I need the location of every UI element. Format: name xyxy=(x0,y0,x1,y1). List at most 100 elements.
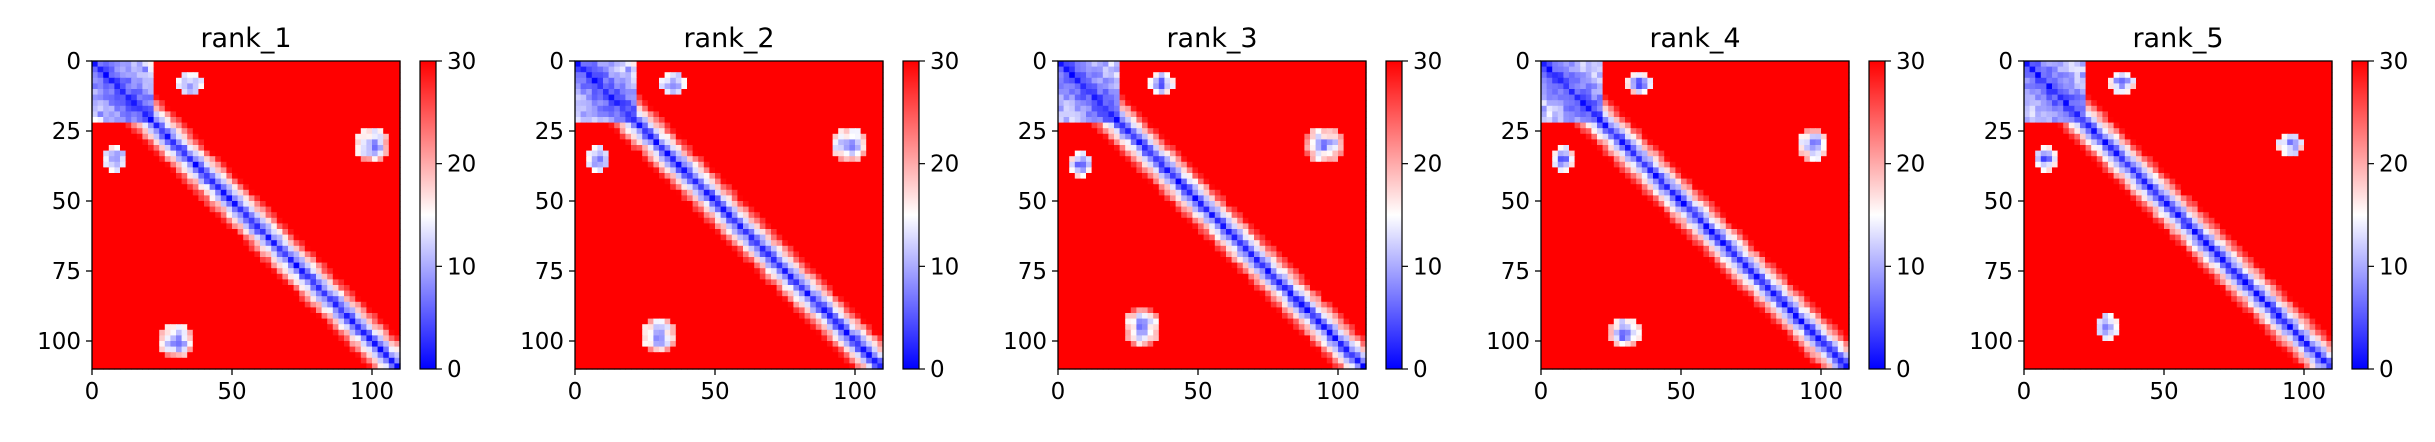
heatmap-cell xyxy=(754,123,760,129)
heatmap-cell xyxy=(198,201,204,207)
heatmap-cell xyxy=(114,162,120,168)
heatmap-cell xyxy=(294,134,300,140)
heatmap-cell xyxy=(765,246,771,252)
heatmap-cell xyxy=(378,285,384,291)
heatmap-cell xyxy=(749,139,755,145)
heatmap-cell xyxy=(299,285,305,291)
heatmap-cell xyxy=(866,167,872,173)
heatmap-cell xyxy=(338,218,344,224)
heatmap-cell xyxy=(254,72,260,78)
heatmap-cell xyxy=(581,257,587,263)
heatmap-cell xyxy=(204,179,210,185)
heatmap-cell xyxy=(743,61,749,67)
heatmap-cell xyxy=(182,100,188,106)
heatmap-cell xyxy=(765,223,771,229)
heatmap-cell xyxy=(165,347,171,353)
heatmap-cell xyxy=(294,257,300,263)
heatmap-cell xyxy=(148,184,154,190)
heatmap-cell xyxy=(603,257,609,263)
heatmap-cell xyxy=(243,352,249,358)
heatmap-cell xyxy=(625,218,631,224)
heatmap-cell xyxy=(827,89,833,95)
heatmap-cell xyxy=(793,156,799,162)
heatmap-cell xyxy=(383,285,389,291)
heatmap-cell xyxy=(372,72,378,78)
heatmap-cell xyxy=(277,263,283,269)
heatmap-cell xyxy=(581,128,587,134)
heatmap-cell xyxy=(182,341,188,347)
heatmap-cell xyxy=(322,324,328,330)
heatmap-cell xyxy=(849,117,855,123)
heatmap-cell xyxy=(92,179,98,185)
heatmap-cell xyxy=(366,330,372,336)
heatmap-cell xyxy=(383,347,389,353)
heatmap-cell xyxy=(109,179,115,185)
heatmap-cell xyxy=(322,190,328,196)
heatmap-cell xyxy=(221,179,227,185)
heatmap-cell xyxy=(575,117,581,123)
heatmap-cell xyxy=(833,207,839,213)
heatmap-cell xyxy=(665,95,671,101)
heatmap-cell xyxy=(743,151,749,157)
heatmap-cell xyxy=(793,167,799,173)
heatmap-cell xyxy=(260,151,266,157)
heatmap-cell xyxy=(159,78,165,84)
heatmap-cell xyxy=(266,251,272,257)
heatmap-cell xyxy=(193,190,199,196)
heatmap-cell xyxy=(176,263,182,269)
heatmap-cell xyxy=(355,285,361,291)
heatmap-cell xyxy=(816,111,822,117)
heatmap-cell xyxy=(294,268,300,274)
heatmap-cell xyxy=(288,72,294,78)
heatmap-cell xyxy=(182,207,188,213)
heatmap-cell xyxy=(586,223,592,229)
heatmap-cell xyxy=(238,207,244,213)
heatmap-cell xyxy=(732,106,738,112)
heatmap-cell xyxy=(372,218,378,224)
heatmap-cell xyxy=(366,229,372,235)
heatmap-cell xyxy=(142,111,148,117)
heatmap-cell xyxy=(126,173,132,179)
heatmap-cell xyxy=(316,111,322,117)
heatmap-cell xyxy=(266,313,272,319)
heatmap-cell xyxy=(665,212,671,218)
heatmap-cell xyxy=(648,117,654,123)
heatmap-cell xyxy=(670,123,676,129)
heatmap-cell xyxy=(131,72,137,78)
heatmap-cell xyxy=(266,235,272,241)
heatmap-cell xyxy=(243,184,249,190)
heatmap-cell xyxy=(344,173,350,179)
heatmap-cell xyxy=(126,218,132,224)
heatmap-cell xyxy=(788,151,794,157)
heatmap-cell xyxy=(221,235,227,241)
heatmap-cell xyxy=(361,184,367,190)
heatmap-cell xyxy=(103,324,109,330)
heatmap-cell xyxy=(799,100,805,106)
heatmap-cell xyxy=(193,117,199,123)
heatmap-cell xyxy=(226,296,232,302)
heatmap-cell xyxy=(327,89,333,95)
heatmap-cell xyxy=(732,134,738,140)
heatmap-cell xyxy=(221,274,227,280)
heatmap-cell xyxy=(704,106,710,112)
heatmap-cell xyxy=(198,263,204,269)
heatmap-cell xyxy=(648,218,654,224)
heatmap-cell xyxy=(821,128,827,134)
heatmap-cell xyxy=(383,179,389,185)
heatmap-cell xyxy=(609,72,615,78)
heatmap-cell xyxy=(603,201,609,207)
heatmap-cell xyxy=(698,167,704,173)
heatmap-cell xyxy=(131,319,137,325)
heatmap xyxy=(575,61,884,370)
heatmap-cell xyxy=(648,229,654,235)
heatmap-cell xyxy=(609,151,615,157)
heatmap-cell xyxy=(333,89,339,95)
heatmap-cell xyxy=(372,212,378,218)
heatmap-cell xyxy=(344,223,350,229)
heatmap-cell xyxy=(749,184,755,190)
heatmap-cell xyxy=(238,179,244,185)
heatmap-cell xyxy=(665,156,671,162)
heatmap-cell xyxy=(642,61,648,67)
heatmap-cell xyxy=(765,190,771,196)
heatmap-cell xyxy=(581,223,587,229)
